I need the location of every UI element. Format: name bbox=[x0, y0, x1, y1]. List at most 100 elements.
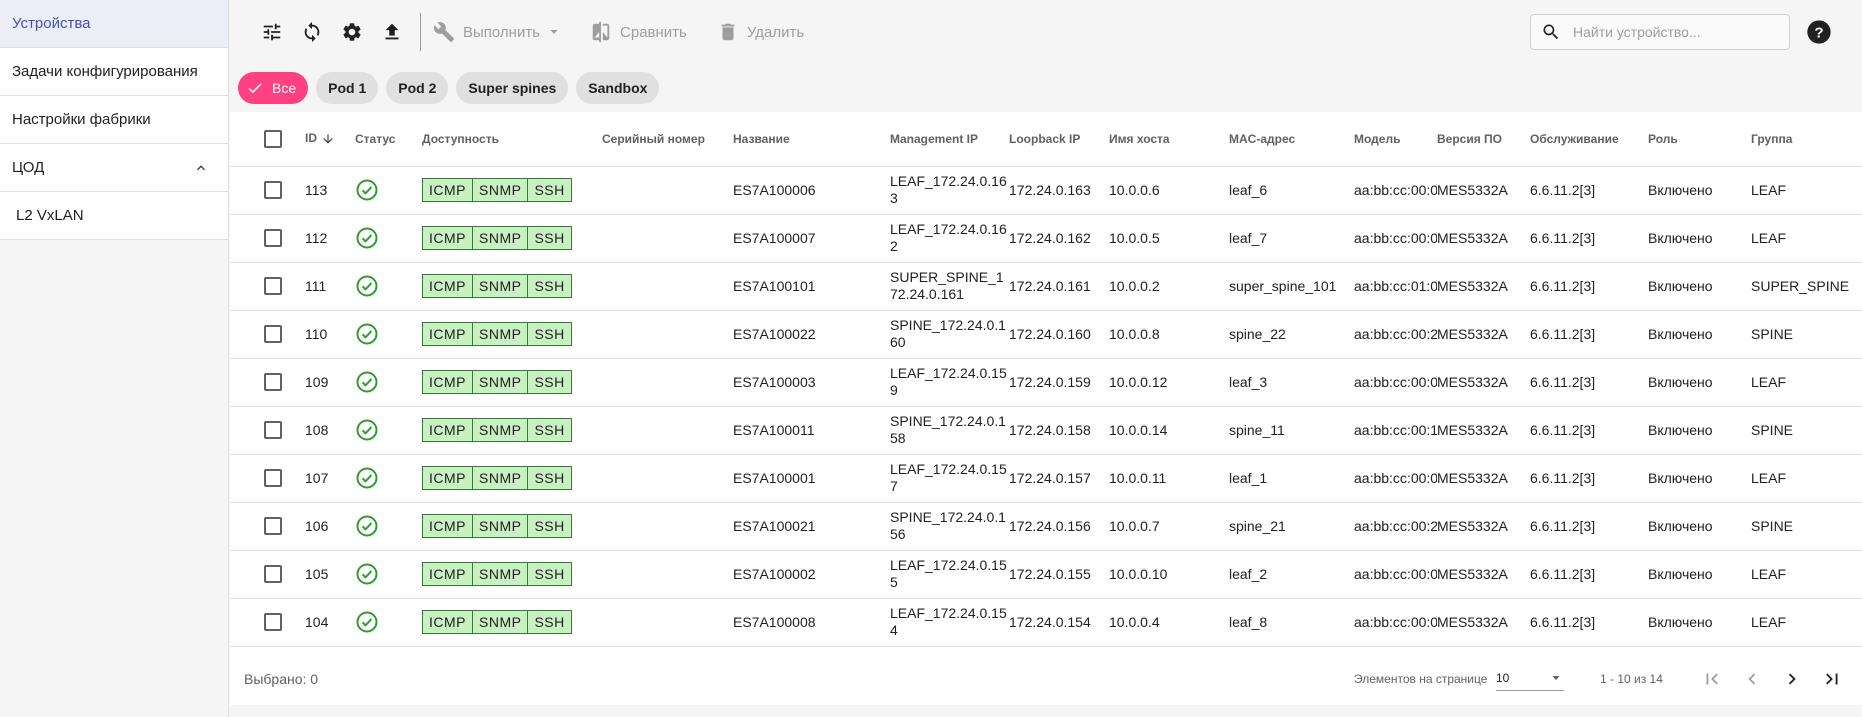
chip-pod-2[interactable]: Pod 2 bbox=[386, 72, 449, 104]
toolbar: Выполнить Сравнить Удалить ? bbox=[230, 0, 1862, 64]
sidebar-item-label: Задачи конфигурирования bbox=[12, 63, 198, 80]
sidebar-item-label: L2 VxLAN bbox=[16, 207, 84, 224]
column-header-model[interactable]: Модель bbox=[1354, 112, 1437, 167]
table-row[interactable]: 106 ICMP SNMP SSH ES7A100021 SPINE_172.24.0.1… bbox=[230, 502, 1862, 551]
row-checkbox[interactable] bbox=[264, 229, 282, 247]
row-checkbox[interactable] bbox=[264, 277, 282, 295]
chip-sandbox[interactable]: Sandbox bbox=[576, 72, 660, 104]
column-header-label: Обслуживание bbox=[1530, 131, 1619, 146]
column-header-mgmt-ip[interactable]: Management IP bbox=[890, 112, 1009, 167]
row-select-cell bbox=[230, 310, 305, 359]
per-page-select[interactable]: 10 bbox=[1496, 665, 1564, 691]
cell-id: 113 bbox=[305, 166, 355, 215]
cell-role: LEAF bbox=[1751, 598, 1862, 647]
cell-id: 106 bbox=[305, 502, 355, 551]
table-row[interactable]: 104 ICMP SNMP SSH ES7A100008 LEAF_172.24.0.15… bbox=[230, 598, 1862, 647]
row-checkbox[interactable] bbox=[264, 421, 282, 439]
first-page-button[interactable] bbox=[1696, 663, 1728, 695]
sidebar-group-dc[interactable]: ЦОД bbox=[0, 144, 228, 192]
table-row[interactable]: 111 ICMP SNMP SSH ES7A100101 SUPER_SPINE_172.… bbox=[230, 262, 1862, 311]
column-header-role[interactable]: Роль bbox=[1648, 112, 1751, 167]
availability-protocol: SSH bbox=[527, 419, 570, 441]
delete-button[interactable]: Удалить bbox=[717, 21, 804, 43]
row-checkbox[interactable] bbox=[264, 325, 282, 343]
column-header-label: Имя хоста bbox=[1109, 131, 1170, 146]
cell-id: 110 bbox=[305, 310, 355, 359]
row-checkbox[interactable] bbox=[264, 469, 282, 487]
chip-pod-1[interactable]: Pod 1 bbox=[316, 72, 379, 104]
refresh-button[interactable] bbox=[292, 12, 332, 52]
help-icon[interactable]: ? bbox=[1805, 18, 1833, 46]
chip-label: Все bbox=[272, 80, 297, 96]
sidebar-item-fabric-settings[interactable]: Настройки фабрики bbox=[0, 96, 228, 144]
column-header-group[interactable]: Группа bbox=[1751, 112, 1862, 167]
check-circle-icon bbox=[356, 467, 378, 489]
search-input[interactable] bbox=[1573, 24, 1773, 40]
table-row[interactable]: 112 ICMP SNMP SSH ES7A100007 LEAF_172.24.0.16… bbox=[230, 214, 1862, 263]
next-page-button[interactable] bbox=[1776, 663, 1808, 695]
check-icon bbox=[248, 83, 262, 94]
row-checkbox[interactable] bbox=[264, 181, 282, 199]
settings-button[interactable] bbox=[332, 12, 372, 52]
cell-mac: aa:bb:cc:00:01:00 bbox=[1354, 454, 1437, 503]
row-checkbox[interactable] bbox=[264, 517, 282, 535]
check-circle-icon bbox=[356, 323, 378, 345]
column-header-version[interactable]: Версия ПО bbox=[1437, 112, 1530, 167]
cell-service: Включено bbox=[1648, 598, 1751, 647]
availability-protocol: SSH bbox=[527, 467, 570, 489]
toolbar-divider bbox=[420, 13, 421, 51]
table-row[interactable]: 109 ICMP SNMP SSH ES7A100003 LEAF_172.24.0.15… bbox=[230, 358, 1862, 407]
cell-model: MES5332A bbox=[1437, 214, 1530, 263]
column-header-service[interactable]: Обслуживание bbox=[1530, 112, 1648, 167]
filter-settings-button[interactable] bbox=[252, 12, 292, 52]
tune-icon bbox=[263, 23, 281, 41]
table-row[interactable]: 108 ICMP SNMP SSH ES7A100011 SPINE_172.24.0.1… bbox=[230, 406, 1862, 455]
cell-name: LEAF_172.24.0.154 bbox=[890, 598, 1009, 647]
row-checkbox[interactable] bbox=[264, 613, 282, 631]
column-header-status[interactable]: Статус bbox=[355, 112, 422, 167]
row-select-cell bbox=[230, 550, 305, 599]
column-header-availability[interactable]: Доступность bbox=[422, 112, 602, 167]
compare-button[interactable]: Сравнить bbox=[590, 21, 687, 43]
table-row[interactable]: 107 ICMP SNMP SSH ES7A100001 LEAF_172.24.0.15… bbox=[230, 454, 1862, 503]
cell-hostname: leaf_7 bbox=[1229, 214, 1354, 263]
column-header-loopback-ip[interactable]: Loopback IP bbox=[1009, 112, 1109, 167]
row-checkbox[interactable] bbox=[264, 565, 282, 583]
column-header-label: ID bbox=[305, 131, 317, 146]
check-circle-icon bbox=[356, 611, 378, 633]
availability-protocol: SSH bbox=[527, 227, 570, 249]
sidebar: Устройства Задачи конфигурирования Настр… bbox=[0, 0, 229, 717]
chip-super-spines[interactable]: Super spines bbox=[456, 72, 569, 104]
availability-indicator: ICMP SNMP SSH bbox=[422, 274, 572, 298]
last-page-button[interactable] bbox=[1816, 663, 1848, 695]
cell-mgmt-ip: 172.24.0.161 bbox=[1009, 262, 1109, 311]
cell-role: LEAF bbox=[1751, 550, 1862, 599]
upload-button[interactable] bbox=[372, 12, 412, 52]
column-header-mac[interactable]: MAC-адрес bbox=[1229, 112, 1354, 167]
select-all-checkbox[interactable] bbox=[264, 129, 282, 148]
table-row[interactable]: 110 ICMP SNMP SSH ES7A100022 SPINE_172.24.0.1… bbox=[230, 310, 1862, 359]
table-row[interactable]: 113 ICMP SNMP SSH ES7A100006 LEAF_172.24.0.16… bbox=[230, 166, 1862, 215]
cell-availability: ICMP SNMP SSH bbox=[422, 166, 733, 215]
column-header-serial[interactable]: Серийный номер bbox=[602, 112, 733, 167]
cell-service: Включено bbox=[1648, 262, 1751, 311]
cell-version: 6.6.11.2[3] bbox=[1530, 502, 1648, 551]
cell-loopback-ip: 10.0.0.4 bbox=[1109, 598, 1229, 647]
table-row[interactable]: 105 ICMP SNMP SSH ES7A100002 LEAF_172.24.0.15… bbox=[230, 550, 1862, 599]
execute-button[interactable]: Выполнить bbox=[433, 21, 560, 43]
prev-page-button[interactable] bbox=[1736, 663, 1768, 695]
sidebar-item-devices[interactable]: Устройства bbox=[0, 0, 228, 48]
column-header-name[interactable]: Название bbox=[733, 112, 890, 167]
row-select-cell bbox=[230, 358, 305, 407]
availability-indicator: ICMP SNMP SSH bbox=[422, 466, 572, 490]
cell-status bbox=[355, 406, 422, 455]
sidebar-item-config-tasks[interactable]: Задачи конфигурирования bbox=[0, 48, 228, 96]
chip-all[interactable]: Все bbox=[238, 72, 309, 104]
cell-model: MES5332A bbox=[1437, 310, 1530, 359]
column-header-id[interactable]: ID bbox=[305, 112, 355, 167]
column-header-label: Группа bbox=[1751, 131, 1793, 146]
sidebar-item-l2-vxlan[interactable]: L2 VxLAN bbox=[0, 192, 228, 240]
cell-mgmt-ip: 172.24.0.154 bbox=[1009, 598, 1109, 647]
column-header-hostname[interactable]: Имя хоста bbox=[1109, 112, 1229, 167]
row-checkbox[interactable] bbox=[264, 373, 282, 391]
